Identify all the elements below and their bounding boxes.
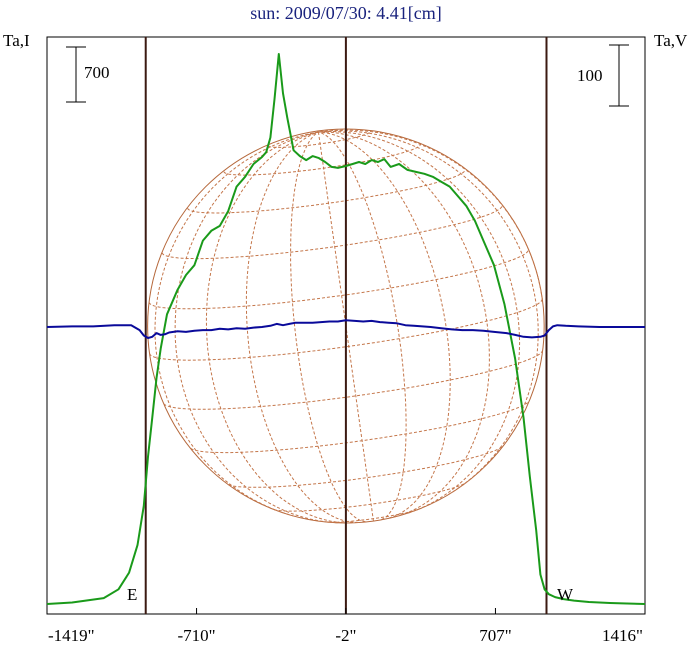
x-tick-label: -1419" xyxy=(48,626,95,645)
chart-title: sun: 2009/07/30: 4.41[cm] xyxy=(250,3,442,23)
longitude-line xyxy=(154,131,319,517)
x-tick-label: -2" xyxy=(335,626,356,645)
x-tick-label: 1416" xyxy=(602,626,643,645)
longitude-line xyxy=(318,131,374,522)
left-axis-label: Ta,I xyxy=(3,31,30,50)
latitude-line xyxy=(148,249,529,310)
polarization-curve xyxy=(46,319,645,339)
longitude-line xyxy=(205,131,352,524)
longitude-line xyxy=(245,131,359,523)
longitude-line xyxy=(174,131,338,524)
longitude-line xyxy=(318,130,539,496)
series-layer xyxy=(46,53,646,605)
longitude-line xyxy=(318,130,521,514)
longitude-line xyxy=(318,129,543,299)
longitude-line xyxy=(318,131,407,521)
x-axis-ticks: -1419" -710" -2" 707" 1416" xyxy=(46,608,646,645)
limb-marker-lines xyxy=(144,37,548,614)
intensity-curve xyxy=(46,53,646,605)
scale-bar-left xyxy=(66,46,86,103)
right-axis-label: Ta,V xyxy=(654,31,688,50)
x-tick-label: 707" xyxy=(479,626,511,645)
scale-bar-right-label: 100 xyxy=(577,66,603,85)
limb-label-west: W xyxy=(557,585,574,604)
longitude-line xyxy=(290,131,366,523)
scale-bar-right xyxy=(609,44,629,107)
latitude-line xyxy=(273,482,467,512)
longitude-line xyxy=(318,131,451,519)
limb-label-east: E xyxy=(127,585,137,604)
longitude-line xyxy=(318,131,490,518)
x-tick-label: -710" xyxy=(177,626,215,645)
latitude-line xyxy=(228,445,503,488)
solar-disk-grid xyxy=(147,128,545,524)
scale-bar-left-label: 700 xyxy=(84,63,110,82)
